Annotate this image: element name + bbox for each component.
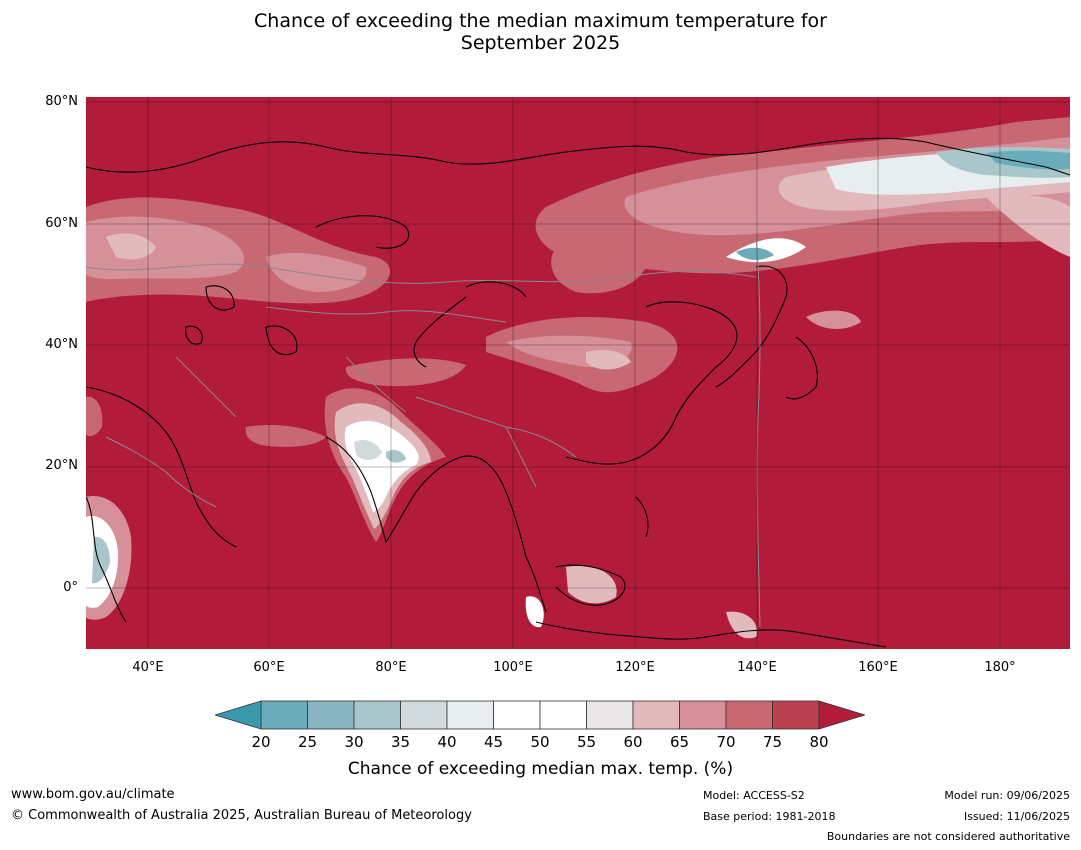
colorbar-cell xyxy=(353,700,401,730)
colorbar-cell xyxy=(493,700,541,730)
colorbar-cell xyxy=(772,700,820,730)
title-line-2: September 2025 xyxy=(460,32,621,54)
colorbar-tick-label: 35 xyxy=(390,733,411,751)
lat-label-40n: 40°N xyxy=(45,337,78,352)
colorbar-cell xyxy=(260,700,308,730)
title-line-1: Chance of exceeding the median maximum t… xyxy=(254,10,827,32)
europe-probability-band xyxy=(86,197,391,304)
maritime-probability-region xyxy=(525,565,757,639)
colorbar-low-arrow xyxy=(215,700,262,730)
lon-label-40e: 40°E xyxy=(132,660,164,675)
lon-label-180: 180° xyxy=(984,660,1016,675)
footer-disclaimer: Boundaries are not considered authoritat… xyxy=(826,830,1070,843)
lon-label-140e: 140°E xyxy=(737,660,777,675)
colorbar-tick-label: 70 xyxy=(716,733,736,751)
lat-label-80n: 80°N xyxy=(45,94,78,109)
country-borders xyxy=(86,236,761,628)
colorbar-tick-label: 20 xyxy=(251,733,271,751)
colorbar-tick-label: 55 xyxy=(576,733,597,751)
india-probability-region xyxy=(324,388,446,542)
colorbar xyxy=(215,700,865,730)
footer-model-run: Model run: 09/06/2025 xyxy=(944,789,1070,802)
colorbar-cell xyxy=(586,700,634,730)
lat-label-0: 0° xyxy=(63,580,78,595)
lat-label-60n: 60°N xyxy=(45,216,78,231)
colorbar-high-arrow xyxy=(818,700,865,730)
chart-title: Chance of exceeding the median maximum t… xyxy=(0,10,1081,54)
colorbar-tick-label: 25 xyxy=(297,733,318,751)
colorbar-cell xyxy=(679,700,727,730)
west-probability-region xyxy=(86,396,326,620)
lon-label-60e: 60°E xyxy=(253,660,285,675)
colorbar-label: Chance of exceeding median max. temp. (%… xyxy=(347,759,734,779)
map-canvas xyxy=(86,97,1070,649)
lon-label-160e: 160°E xyxy=(858,660,898,675)
colorbar-cell xyxy=(446,700,494,730)
colorbar-cell xyxy=(307,700,355,730)
lon-label-100e: 100°E xyxy=(493,660,533,675)
central-asia-probability-band xyxy=(345,243,861,393)
colorbar-tick-label: 80 xyxy=(809,733,829,751)
footer-issued: Issued: 11/06/2025 xyxy=(963,810,1070,823)
probability-map xyxy=(86,97,1070,649)
colorbar-tick-label: 40 xyxy=(437,733,457,751)
colorbar-tick-label: 60 xyxy=(623,733,643,751)
footer-base-period: Base period: 1981-2018 xyxy=(703,810,836,823)
lon-label-120e: 120°E xyxy=(615,660,655,675)
colorbar-cell xyxy=(725,700,773,730)
colorbar-tick-label: 45 xyxy=(483,733,504,751)
footer-copyright: © Commonwealth of Australia 2025, Austra… xyxy=(11,808,472,823)
colorbar-tick-label: 30 xyxy=(344,733,364,751)
colorbar-cells xyxy=(260,700,820,730)
colorbar-cell xyxy=(400,700,448,730)
colorbar-tick-label: 50 xyxy=(530,733,550,751)
colorbar-cell xyxy=(539,700,587,730)
lon-label-80e: 80°E xyxy=(375,660,407,675)
footer-website[interactable]: www.bom.gov.au/climate xyxy=(11,787,175,802)
lat-label-20n: 20°N xyxy=(45,458,78,473)
graticule xyxy=(86,97,1070,649)
colorbar-cell xyxy=(632,700,680,730)
coastlines xyxy=(86,137,1070,648)
colorbar-tick-label: 75 xyxy=(762,733,783,751)
footer-model: Model: ACCESS-S2 xyxy=(703,789,805,802)
colorbar-tick-label: 65 xyxy=(669,733,690,751)
siberia-probability-band xyxy=(535,117,1070,274)
